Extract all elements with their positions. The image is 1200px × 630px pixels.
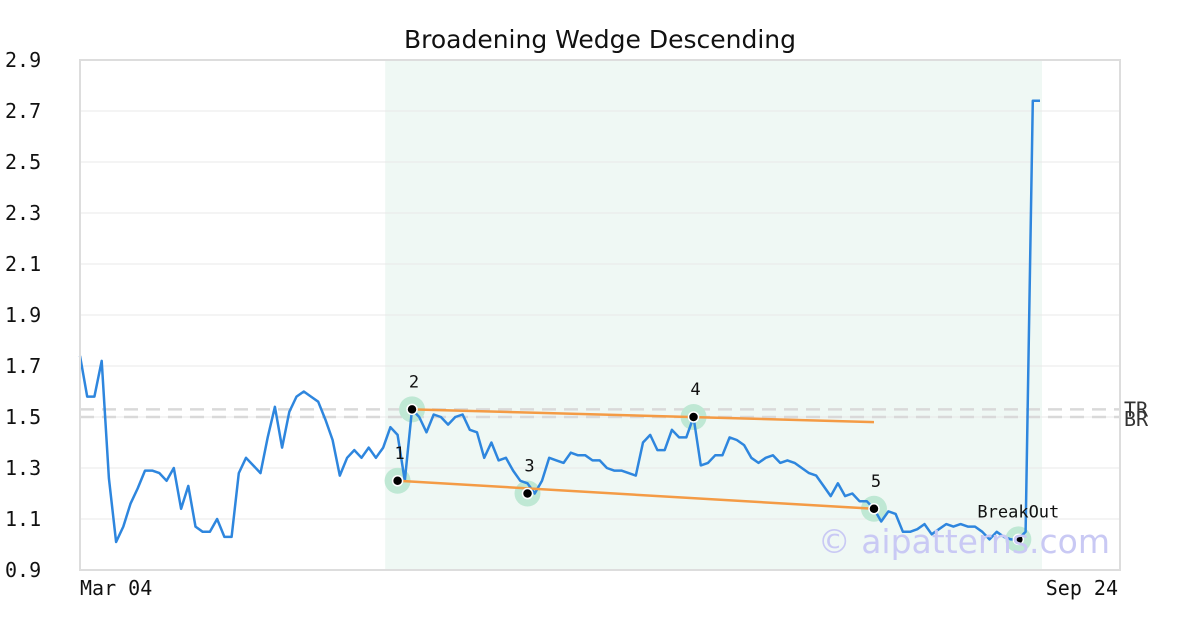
pattern-point	[391, 475, 404, 487]
y-tick-label: 1.5	[5, 405, 41, 429]
y-tick-label: 1.9	[5, 303, 41, 327]
pattern-point-label: 4	[690, 380, 700, 400]
y-axis-ticks: 2.9 2.7 2.5 2.3 2.1 1.9 1.7 1.5 1.3 1.1 0.9	[5, 48, 41, 582]
y-tick-label: 2.3	[5, 201, 41, 225]
trend-line-upper	[411, 408, 875, 424]
price-series	[78, 99, 1040, 553]
x-tick-label: Sep 24	[1046, 576, 1118, 600]
pattern-point	[868, 503, 880, 515]
y-tick-label: 2.5	[5, 150, 41, 174]
pattern-point	[687, 411, 700, 423]
y-tick-label: 2.7	[5, 99, 41, 123]
y-tick-label: 0.9	[5, 558, 41, 582]
pattern-point-label: 5	[871, 472, 881, 492]
pattern-points: 1 2 3 4 5 BreakOut	[391, 372, 1059, 546]
pattern-point-label: BreakOut	[977, 502, 1059, 522]
y-tick-label: 2.1	[5, 252, 41, 276]
pattern-point	[406, 403, 418, 416]
watermark: © aipatterns.com	[818, 522, 1110, 561]
plot-frame	[79, 59, 1121, 571]
chart-title: Broadening Wedge Descending	[404, 25, 796, 54]
x-tick-label: Mar 04	[80, 576, 152, 600]
reference-label-tr: TR	[1124, 397, 1149, 421]
trend-line-lower	[397, 479, 875, 511]
x-axis-ticks: Mar 04 Sep 24	[80, 576, 1118, 600]
y-tick-label: 1.7	[5, 354, 41, 378]
y-tick-label: 1.1	[5, 507, 41, 531]
trend-lines	[397, 408, 875, 511]
reference-label-br: BR	[1124, 407, 1149, 431]
pattern-point	[1012, 533, 1025, 546]
pattern-point-label: 3	[524, 457, 534, 477]
y-tick-label: 1.3	[5, 456, 41, 480]
pattern-point-label: 2	[409, 372, 419, 392]
series-line	[78, 99, 1040, 544]
y-tick-label: 2.9	[5, 48, 41, 72]
pattern-point-label: 1	[394, 444, 404, 464]
pattern-point	[521, 487, 534, 500]
